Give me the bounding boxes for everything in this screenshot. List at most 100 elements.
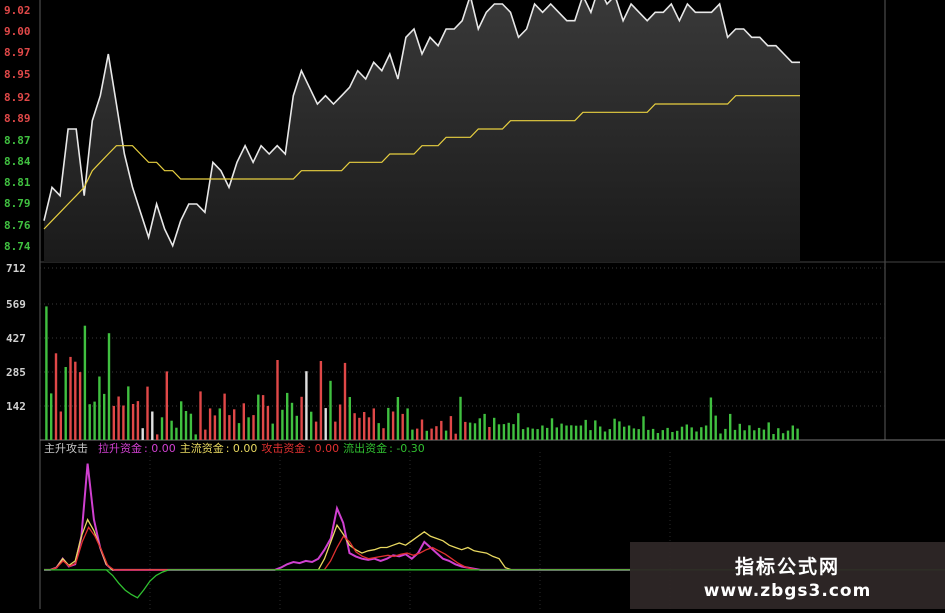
indicator-series-line <box>44 569 630 599</box>
volume-bar <box>165 371 168 440</box>
legend-gongji: 攻击资金: 0.00 <box>261 442 340 455</box>
volume-bar <box>382 428 385 440</box>
volume-bar <box>594 420 597 440</box>
legend-value: 0.00 <box>314 442 340 455</box>
volume-bar <box>237 423 241 440</box>
volume-bar <box>83 325 87 440</box>
price-tick-label: 8.89 <box>4 112 31 125</box>
volume-bar <box>584 419 587 440</box>
volume-bar <box>700 427 703 440</box>
volume-bar <box>541 425 544 440</box>
volume-bar <box>507 422 510 440</box>
volume-bar <box>632 428 636 440</box>
legend-label: 拉升资金 <box>98 442 142 455</box>
volume-bar <box>343 362 347 440</box>
volume-bar <box>570 425 573 440</box>
price-tick-label: 8.95 <box>4 68 31 81</box>
volume-bar <box>767 422 770 440</box>
watermark-url: www.zbgs3.com <box>703 581 872 601</box>
legend-lasheng: 拉升资金: 0.00 <box>98 442 176 455</box>
volume-bar <box>314 421 318 440</box>
volume-tick-label: 712 <box>6 262 26 275</box>
watermark-title: 指标公式网 <box>734 556 840 578</box>
volume-bar <box>358 417 361 440</box>
volume-bar <box>151 411 154 440</box>
volume-bar <box>690 427 693 440</box>
volume-bar <box>574 425 578 440</box>
volume-bar <box>387 407 390 440</box>
volume-bar <box>324 408 327 440</box>
volume-bar <box>743 430 746 440</box>
volume-bar <box>406 408 409 440</box>
indicator-series-line <box>44 463 630 571</box>
volume-bar <box>608 429 611 440</box>
volume-bar <box>300 396 303 440</box>
volume-bar <box>623 426 626 440</box>
volume-bar <box>122 405 125 440</box>
volume-bar <box>281 409 284 440</box>
volume-bar <box>762 429 766 440</box>
volume-tick-label: 427 <box>6 332 26 345</box>
volume-bar <box>555 427 558 440</box>
legend-value: -0.30 <box>396 442 425 455</box>
volume-bar <box>247 417 250 440</box>
volume-bar <box>127 386 130 440</box>
volume-bar <box>363 412 366 440</box>
volume-bar <box>286 392 289 440</box>
volume-bar <box>194 434 197 440</box>
volume-bar <box>464 421 467 440</box>
volume-bar <box>483 413 486 440</box>
volume-bar <box>117 396 120 440</box>
volume-bar <box>290 402 294 440</box>
indicator-legend: 主升攻击 拉升资金: 0.00 主流资金: 0.00 攻击资金: 0.00 流出… <box>44 440 429 455</box>
volume-bar <box>719 433 722 440</box>
volume-bar <box>757 427 761 440</box>
volume-bar <box>266 405 270 440</box>
volume-bar <box>420 419 424 440</box>
volume-bar <box>425 430 428 440</box>
volume-bar <box>440 420 443 440</box>
price-area <box>44 0 800 262</box>
legend-label: 攻击资金 <box>261 442 306 455</box>
volume-bar <box>416 428 419 440</box>
volume-bar <box>729 413 732 440</box>
volume-pane <box>45 306 799 440</box>
price-tick-label: 8.81 <box>4 176 31 189</box>
volume-bar <box>642 416 645 440</box>
volume-bar <box>276 360 279 440</box>
volume-bar <box>261 395 265 440</box>
volume-bar <box>449 416 453 440</box>
volume-bar <box>156 434 159 440</box>
volume-bar <box>131 404 135 440</box>
volume-bar <box>175 427 178 440</box>
price-tick-label: 8.84 <box>4 155 31 168</box>
volume-bar <box>146 386 149 440</box>
volume-bar <box>199 391 202 440</box>
volume-bar <box>180 401 183 440</box>
volume-bar <box>305 371 308 440</box>
volume-bar <box>536 429 539 440</box>
volume-bar <box>141 428 144 440</box>
volume-bar <box>714 415 717 440</box>
volume-bar <box>223 393 226 440</box>
price-tick-label: 8.76 <box>4 219 31 232</box>
price-tick-label: 9.00 <box>4 25 31 38</box>
volume-axis: 712 569 427 285 142 <box>6 262 26 413</box>
volume-bar <box>112 405 115 440</box>
watermark-logo: 指标公式网 www.zbgs3.com <box>630 542 945 609</box>
volume-bar <box>319 361 323 440</box>
volume-bar <box>454 433 457 440</box>
volume-bar <box>521 429 525 440</box>
volume-bar <box>45 306 48 440</box>
volume-tick-label: 285 <box>6 366 26 379</box>
volume-bar <box>160 417 164 440</box>
volume-bar <box>738 423 741 440</box>
volume-bar <box>391 411 395 440</box>
volume-bar <box>531 428 534 440</box>
volume-bar <box>98 376 101 440</box>
volume-bar <box>666 427 669 440</box>
volume-bar <box>589 430 592 440</box>
volume-bar <box>704 425 708 440</box>
volume-bar <box>88 404 91 440</box>
